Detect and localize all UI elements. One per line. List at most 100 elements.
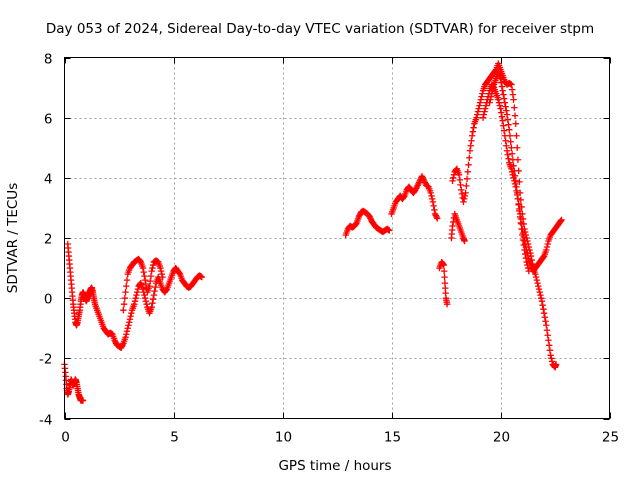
- data-point: [552, 361, 560, 368]
- data-point: [508, 86, 516, 93]
- data-point: [546, 347, 554, 354]
- data-point: [198, 273, 206, 281]
- data-point: [504, 116, 511, 123]
- data-point: [519, 231, 526, 239]
- data-point: [533, 276, 541, 284]
- data-point: [139, 264, 147, 272]
- data-point: [461, 192, 469, 200]
- data-point: [430, 202, 437, 210]
- data-point: [458, 186, 465, 194]
- data-point: [487, 93, 495, 100]
- data-point: [126, 316, 134, 323]
- data-point: [433, 213, 440, 221]
- data-point: [474, 108, 482, 115]
- data-point: [131, 300, 138, 308]
- data-point: [469, 128, 477, 135]
- data-point: [543, 243, 551, 251]
- x-tick-label: 15: [384, 430, 401, 446]
- data-point: [520, 241, 527, 249]
- data-point: [519, 236, 527, 244]
- data-point: [476, 99, 484, 106]
- data-point: [518, 225, 525, 233]
- data-point: [535, 285, 543, 293]
- data-point: [141, 291, 148, 299]
- data-point: [143, 300, 150, 308]
- data-point: [510, 96, 517, 103]
- data-point: [477, 96, 485, 103]
- data-point: [133, 288, 141, 296]
- data-point: [490, 84, 497, 91]
- data-point: [508, 150, 516, 157]
- data-point: [500, 127, 508, 134]
- data-point: [432, 212, 440, 219]
- data-point: [508, 81, 515, 88]
- data-point: [150, 291, 158, 299]
- data-point: [440, 267, 448, 275]
- data-point: [142, 280, 150, 288]
- data-point: [506, 126, 513, 133]
- data-point: [506, 132, 514, 139]
- data-point: [511, 167, 518, 175]
- data-points: [61, 60, 565, 404]
- data-point: [147, 277, 154, 285]
- data-point: [441, 273, 448, 281]
- data-point: [500, 95, 508, 102]
- data-point: [352, 220, 360, 228]
- data-point: [120, 307, 127, 314]
- data-point: [543, 327, 551, 334]
- data-point: [474, 111, 481, 118]
- data-point: [139, 285, 147, 293]
- x-tick-label: 20: [493, 430, 510, 446]
- data-point: [466, 147, 474, 154]
- data-point: [517, 219, 525, 227]
- data-point: [543, 246, 550, 254]
- data-point: [400, 193, 408, 201]
- data-point: [544, 240, 551, 248]
- data-point: [159, 273, 166, 281]
- data-point: [514, 195, 522, 203]
- x-tick-labels: 0 5 10 15 20 25: [61, 430, 619, 446]
- data-point: [498, 83, 506, 90]
- data-point: [514, 144, 521, 151]
- data-point: [521, 237, 528, 245]
- data-point: [456, 176, 464, 184]
- data-point: [443, 300, 451, 308]
- data-point: [123, 282, 130, 290]
- data-point: [149, 261, 157, 269]
- data-point: [545, 337, 552, 344]
- data-point: [148, 267, 155, 275]
- data-point: [140, 268, 147, 276]
- data-point: [503, 111, 511, 118]
- data-point: [535, 282, 542, 290]
- data-point: [511, 180, 519, 188]
- data-point: [540, 310, 548, 317]
- data-point: [522, 240, 529, 248]
- data-point: [479, 90, 486, 97]
- data-point: [540, 253, 547, 261]
- data-point: [124, 325, 131, 332]
- data-point: [482, 105, 489, 112]
- data-point: [158, 270, 166, 278]
- data-point: [495, 96, 502, 103]
- data-point: [499, 117, 506, 124]
- data-point: [502, 103, 509, 110]
- data-point: [508, 144, 515, 151]
- y-tick-label: 2: [44, 232, 53, 248]
- data-point: [524, 261, 531, 269]
- data-point: [541, 314, 549, 321]
- data-point: [462, 189, 469, 197]
- data-point: [495, 99, 503, 106]
- data-point: [503, 147, 511, 154]
- data-point: [122, 288, 129, 296]
- data-point: [149, 264, 156, 272]
- data-point: [428, 195, 436, 203]
- data-point: [157, 264, 164, 272]
- data-point: [532, 273, 540, 281]
- data-point: [534, 279, 541, 287]
- data-point: [141, 294, 149, 302]
- data-point: [464, 168, 471, 176]
- data-point: [503, 107, 510, 114]
- data-point: [449, 222, 456, 230]
- data-point: [510, 162, 517, 169]
- data-point: [514, 189, 521, 197]
